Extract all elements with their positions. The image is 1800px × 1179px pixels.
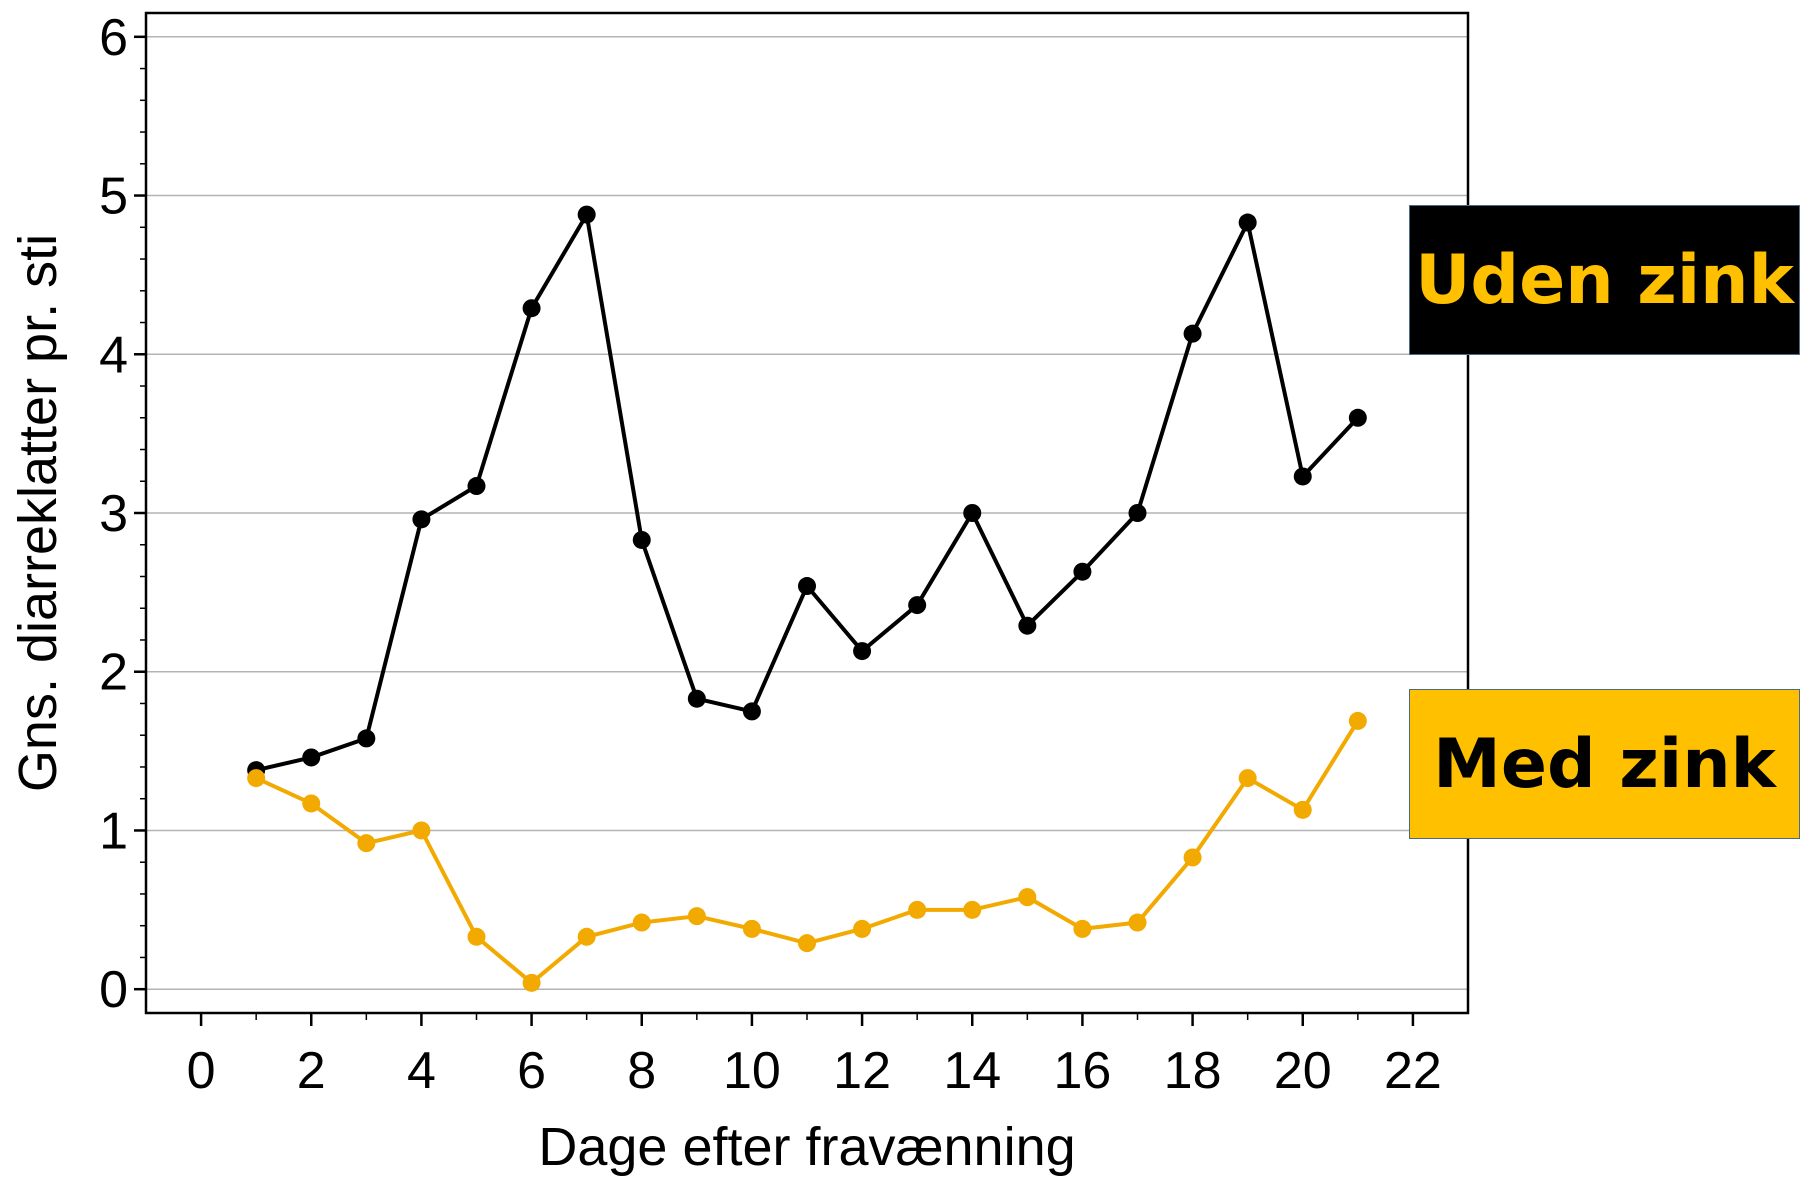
data-point-med-zink: [412, 821, 431, 840]
data-point-med-zink: [522, 973, 541, 992]
data-point-uden-zink: [687, 689, 706, 708]
data-point-uden-zink: [742, 702, 761, 721]
data-point-uden-zink: [853, 642, 872, 661]
grid-lines: [146, 36, 1468, 990]
x-tick-label: 22: [1384, 1042, 1442, 1100]
data-point-med-zink: [357, 834, 376, 853]
legend-uden-zink-label: Uden zink: [1415, 240, 1794, 320]
x-tick-label: 8: [627, 1042, 656, 1100]
x-tick-label: 20: [1274, 1042, 1332, 1100]
y-tick-label: 2: [99, 644, 128, 702]
data-point-uden-zink: [1348, 408, 1367, 427]
data-point-uden-zink: [1018, 616, 1037, 635]
data-point-uden-zink: [467, 477, 486, 496]
data-point-med-zink: [1293, 800, 1312, 819]
data-point-med-zink: [687, 907, 706, 926]
data-point-uden-zink: [1238, 213, 1257, 232]
data-point-uden-zink: [577, 205, 596, 224]
data-point-med-zink: [467, 927, 486, 946]
series-layer: [247, 205, 1367, 992]
x-tick-label: 18: [1164, 1042, 1222, 1100]
data-point-med-zink: [853, 919, 872, 938]
x-tick-label: 2: [297, 1042, 326, 1100]
y-tick-label: 0: [99, 961, 128, 1019]
data-point-med-zink: [302, 794, 321, 813]
data-point-uden-zink: [522, 299, 541, 318]
data-point-uden-zink: [632, 530, 651, 549]
y-tick-label: 3: [99, 485, 128, 543]
x-tick-label: 10: [723, 1042, 781, 1100]
data-point-med-zink: [1073, 919, 1092, 938]
y-axis-title: Gns. diarreklatter pr. sti: [8, 234, 68, 792]
x-tick-label: 6: [517, 1042, 546, 1100]
data-point-uden-zink: [908, 596, 927, 615]
data-point-uden-zink: [1293, 467, 1312, 486]
data-point-med-zink: [742, 919, 761, 938]
x-tick-label: 0: [187, 1042, 216, 1100]
data-point-med-zink: [963, 900, 982, 919]
data-point-med-zink: [1018, 888, 1037, 907]
data-point-uden-zink: [357, 729, 376, 748]
legend-med-zink: Med zink: [1409, 689, 1800, 839]
x-tick-label: 14: [943, 1042, 1001, 1100]
data-point-uden-zink: [1183, 324, 1202, 343]
x-tick-label: 4: [407, 1042, 436, 1100]
data-point-med-zink: [247, 769, 266, 788]
y-tick-label: 5: [99, 168, 128, 226]
legend-uden-zink: Uden zink: [1409, 205, 1800, 355]
data-point-med-zink: [908, 900, 927, 919]
y-axis: 0 1 2 3 4 5 6: [99, 9, 146, 1019]
legend-med-zink-label: Med zink: [1433, 724, 1776, 804]
x-axis-title: Dage efter fravænning: [538, 1117, 1075, 1177]
x-tick-label: 12: [833, 1042, 891, 1100]
data-point-med-zink: [1348, 711, 1367, 730]
data-point-med-zink: [577, 927, 596, 946]
y-tick-label: 6: [99, 9, 128, 67]
y-tick-label: 4: [99, 326, 128, 384]
series-line-uden-zink: [255, 212, 1360, 773]
x-axis: 0 2 4 6 8 10 12 14 16 18 20 22: [187, 1013, 1442, 1100]
data-point-uden-zink: [1128, 504, 1147, 522]
data-point-med-zink: [1128, 913, 1147, 932]
data-point-med-zink: [798, 934, 816, 953]
y-tick-label: 1: [99, 802, 128, 860]
data-point-med-zink: [1183, 848, 1202, 867]
data-point-uden-zink: [412, 510, 431, 529]
data-point-uden-zink: [302, 748, 321, 767]
data-point-uden-zink: [1073, 562, 1092, 581]
data-point-med-zink: [632, 913, 651, 932]
data-point-uden-zink: [963, 504, 982, 522]
x-tick-label: 16: [1053, 1042, 1111, 1100]
data-point-med-zink: [1238, 769, 1257, 788]
data-point-uden-zink: [798, 577, 816, 596]
